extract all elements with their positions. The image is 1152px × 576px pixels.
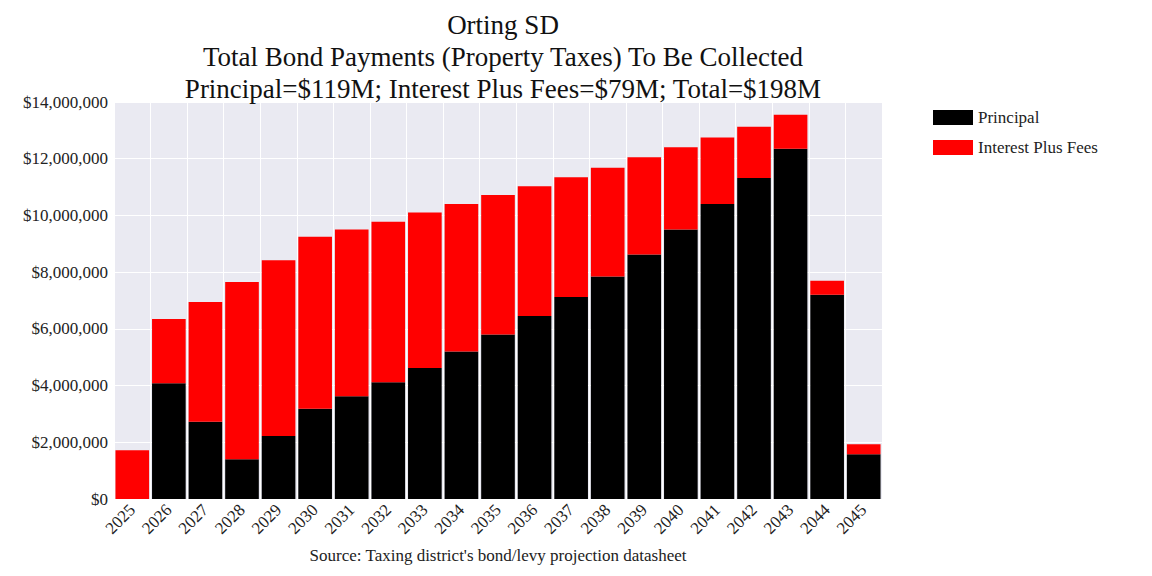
svg-text:2031: 2031: [321, 500, 358, 537]
svg-text:2026: 2026: [138, 500, 175, 537]
svg-text:2032: 2032: [358, 500, 395, 537]
svg-text:2028: 2028: [211, 500, 248, 537]
svg-text:$10,000,000: $10,000,000: [23, 206, 108, 225]
svg-text:2039: 2039: [614, 500, 651, 537]
svg-text:Total Bond Payments (Property: Total Bond Payments (Property Taxes) To …: [203, 42, 803, 72]
svg-text:$12,000,000: $12,000,000: [23, 149, 108, 168]
svg-text:$4,000,000: $4,000,000: [32, 376, 109, 395]
svg-text:2043: 2043: [760, 500, 797, 537]
svg-text:2033: 2033: [394, 500, 431, 537]
svg-text:2040: 2040: [650, 500, 687, 537]
svg-text:$6,000,000: $6,000,000: [32, 319, 109, 338]
svg-text:2035: 2035: [467, 500, 504, 537]
svg-text:2030: 2030: [284, 500, 321, 537]
svg-text:Principal=$119M; Interest Plus: Principal=$119M; Interest Plus Fees=$79M…: [185, 74, 821, 104]
svg-text:2044: 2044: [796, 500, 834, 538]
svg-text:Source: Taxing district's bond: Source: Taxing district's bond/levy proj…: [310, 546, 687, 565]
svg-text:2034: 2034: [431, 500, 469, 538]
svg-text:2025: 2025: [102, 500, 139, 537]
svg-text:2045: 2045: [833, 500, 870, 537]
svg-text:2029: 2029: [248, 500, 285, 537]
svg-text:Orting SD: Orting SD: [447, 10, 559, 40]
svg-text:$0: $0: [91, 490, 108, 509]
svg-text:2038: 2038: [577, 500, 614, 537]
svg-text:2042: 2042: [723, 500, 760, 537]
svg-text:Interest Plus Fees: Interest Plus Fees: [978, 138, 1098, 157]
svg-text:$2,000,000: $2,000,000: [32, 433, 109, 452]
svg-text:2027: 2027: [175, 500, 212, 537]
svg-text:$8,000,000: $8,000,000: [32, 263, 109, 282]
svg-text:$14,000,000: $14,000,000: [23, 93, 108, 112]
svg-text:2037: 2037: [540, 500, 577, 537]
svg-text:Principal: Principal: [978, 108, 1040, 127]
svg-text:2041: 2041: [687, 500, 724, 537]
svg-text:2036: 2036: [504, 500, 541, 537]
